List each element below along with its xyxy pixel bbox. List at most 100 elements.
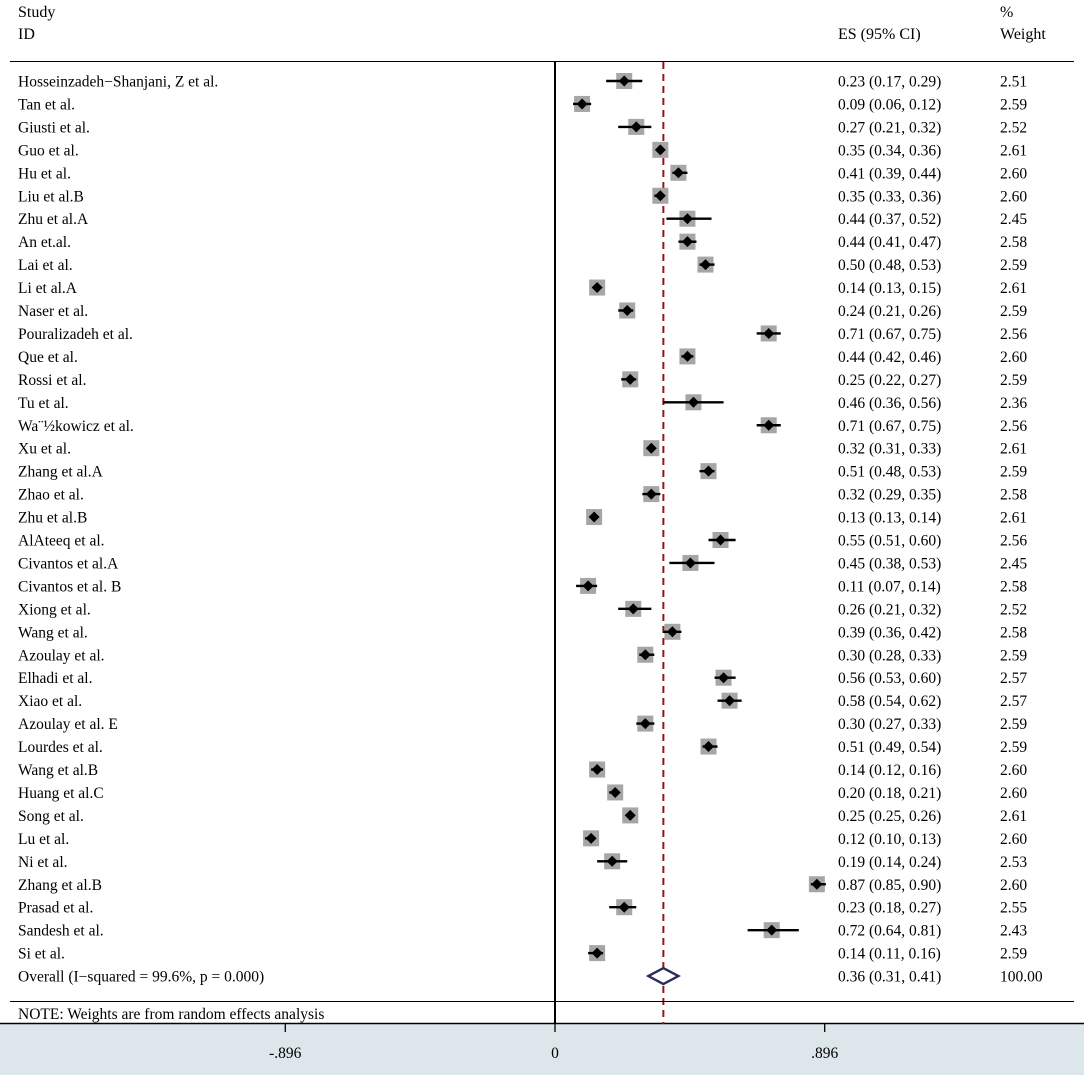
overall-label: Overall (I−squared = 99.6%, p = 0.000): [18, 969, 264, 986]
effect-size-ci: 0.30 (0.27, 0.33): [838, 716, 941, 733]
point-estimate: [639, 649, 651, 661]
point-estimate: [624, 809, 636, 821]
point-estimate: [666, 626, 678, 638]
study-label: Azoulay et al. E: [18, 716, 118, 733]
point-estimate: [645, 488, 657, 500]
study-weight: 2.53: [1000, 854, 1027, 871]
effect-size-ci: 0.56 (0.53, 0.60): [838, 670, 941, 687]
weight-header-line2: Weight: [1000, 26, 1046, 43]
study-weight: 2.45: [1000, 211, 1027, 228]
point-estimate: [681, 350, 693, 362]
study-label: Lu et al.: [18, 831, 69, 848]
point-estimate: [618, 75, 630, 87]
study-weight: 2.60: [1000, 762, 1027, 779]
study-label: Wa¨½kowicz et al.: [18, 418, 134, 435]
study-weight: 2.58: [1000, 624, 1027, 641]
effect-size-ci: 0.55 (0.51, 0.60): [838, 533, 941, 550]
study-weight: 2.58: [1000, 578, 1027, 595]
point-estimate: [576, 98, 588, 110]
study-label: Hosseinzadeh−Shanjani, Z et al.: [18, 74, 218, 91]
x-tick-label: -.896: [269, 1045, 302, 1062]
effect-size-ci: 0.27 (0.21, 0.32): [838, 119, 941, 136]
effect-size-ci: 0.44 (0.41, 0.47): [838, 234, 941, 251]
point-estimate: [609, 786, 621, 798]
study-header-line1: Study: [18, 4, 56, 21]
effect-size-ci: 0.51 (0.48, 0.53): [838, 464, 941, 481]
effect-size-ci: 0.39 (0.36, 0.42): [838, 624, 941, 641]
study-weight: 2.59: [1000, 647, 1027, 664]
point-estimate: [627, 603, 639, 615]
study-label: Xu et al.: [18, 441, 71, 458]
study-weight: 2.59: [1000, 372, 1027, 389]
study-weight: 2.61: [1000, 808, 1027, 825]
effect-size-ci: 0.23 (0.17, 0.29): [838, 74, 941, 91]
study-header: Study ID: [18, 2, 55, 46]
effect-size-ci: 0.19 (0.14, 0.24): [838, 854, 941, 871]
point-estimate: [718, 672, 730, 684]
study-weight: 2.58: [1000, 487, 1027, 504]
study-weight: 2.56: [1000, 533, 1027, 550]
effect-size-ci: 0.71 (0.67, 0.75): [838, 326, 941, 343]
effect-size-ci: 0.14 (0.11, 0.16): [838, 946, 941, 963]
point-estimate: [588, 511, 600, 523]
effect-size-ci: 0.30 (0.28, 0.33): [838, 647, 941, 664]
point-estimate: [763, 419, 775, 431]
study-label: Civantos et al.A: [18, 555, 119, 572]
point-estimate: [639, 718, 651, 730]
point-estimate: [763, 327, 775, 339]
x-tick-label: 0: [551, 1045, 559, 1062]
study-label: Que et al.: [18, 349, 78, 366]
study-label: Zhu et al.B: [18, 510, 87, 527]
effect-size-ci: 0.87 (0.85, 0.90): [838, 877, 941, 894]
study-label: Zhang et al.A: [18, 464, 104, 481]
effect-size-ci: 0.25 (0.25, 0.26): [838, 808, 941, 825]
point-estimate: [703, 741, 715, 753]
point-estimate: [591, 282, 603, 294]
effect-size-ci: 0.09 (0.06, 0.12): [838, 96, 941, 113]
effect-size-ci: 0.20 (0.18, 0.21): [838, 785, 941, 802]
study-weight: 2.59: [1000, 716, 1027, 733]
point-estimate: [724, 695, 736, 707]
point-estimate: [687, 396, 699, 408]
study-label: Tan et al.: [18, 96, 75, 113]
effect-size-ci: 0.12 (0.10, 0.13): [838, 831, 941, 848]
effect-size-ci: 0.51 (0.49, 0.54): [838, 739, 941, 756]
study-label: Liu et al.B: [18, 188, 84, 205]
study-label: Song et al.: [18, 808, 84, 825]
study-weight: 2.59: [1000, 946, 1027, 963]
point-estimate: [630, 121, 642, 133]
effect-size-ci: 0.11 (0.07, 0.14): [838, 578, 941, 595]
study-label: Azoulay et al.: [18, 647, 105, 664]
effect-size-ci: 0.41 (0.39, 0.44): [838, 165, 941, 182]
effect-size-ci: 0.44 (0.37, 0.52): [838, 211, 941, 228]
study-label: Pouralizadeh et al.: [18, 326, 133, 343]
study-weight: 2.59: [1000, 257, 1027, 274]
effect-size-ci: 0.24 (0.21, 0.26): [838, 303, 941, 320]
study-weight: 2.61: [1000, 510, 1027, 527]
point-estimate: [624, 373, 636, 385]
study-label: Prasad et al.: [18, 900, 93, 917]
note-text: NOTE: Weights are from random effects an…: [18, 1006, 324, 1023]
effect-size-ci: 0.50 (0.48, 0.53): [838, 257, 941, 274]
study-label: Zhao et al.: [18, 487, 84, 504]
study-label: AlAteeq et al.: [18, 533, 105, 550]
study-label: Li et al.A: [18, 280, 78, 297]
study-label: Lourdes et al.: [18, 739, 103, 756]
weight-header-line1: %: [1000, 4, 1014, 21]
study-weight: 2.51: [1000, 74, 1027, 91]
study-label: Ni et al.: [18, 854, 68, 871]
study-weight: 2.52: [1000, 601, 1027, 618]
study-label: Rossi et al.: [18, 372, 86, 389]
study-weight: 2.43: [1000, 923, 1027, 940]
effect-size-ci: 0.35 (0.33, 0.36): [838, 188, 941, 205]
point-estimate: [684, 557, 696, 569]
effect-size-ci: 0.14 (0.12, 0.16): [838, 762, 941, 779]
study-weight: 2.59: [1000, 303, 1027, 320]
study-weight: 2.56: [1000, 418, 1027, 435]
study-weight: 2.61: [1000, 142, 1027, 159]
overall-diamond: [645, 966, 681, 986]
axis-band: [0, 1024, 1084, 1075]
point-estimate: [606, 855, 618, 867]
effect-size-ci: 0.44 (0.42, 0.46): [838, 349, 941, 366]
point-estimate: [654, 190, 666, 202]
